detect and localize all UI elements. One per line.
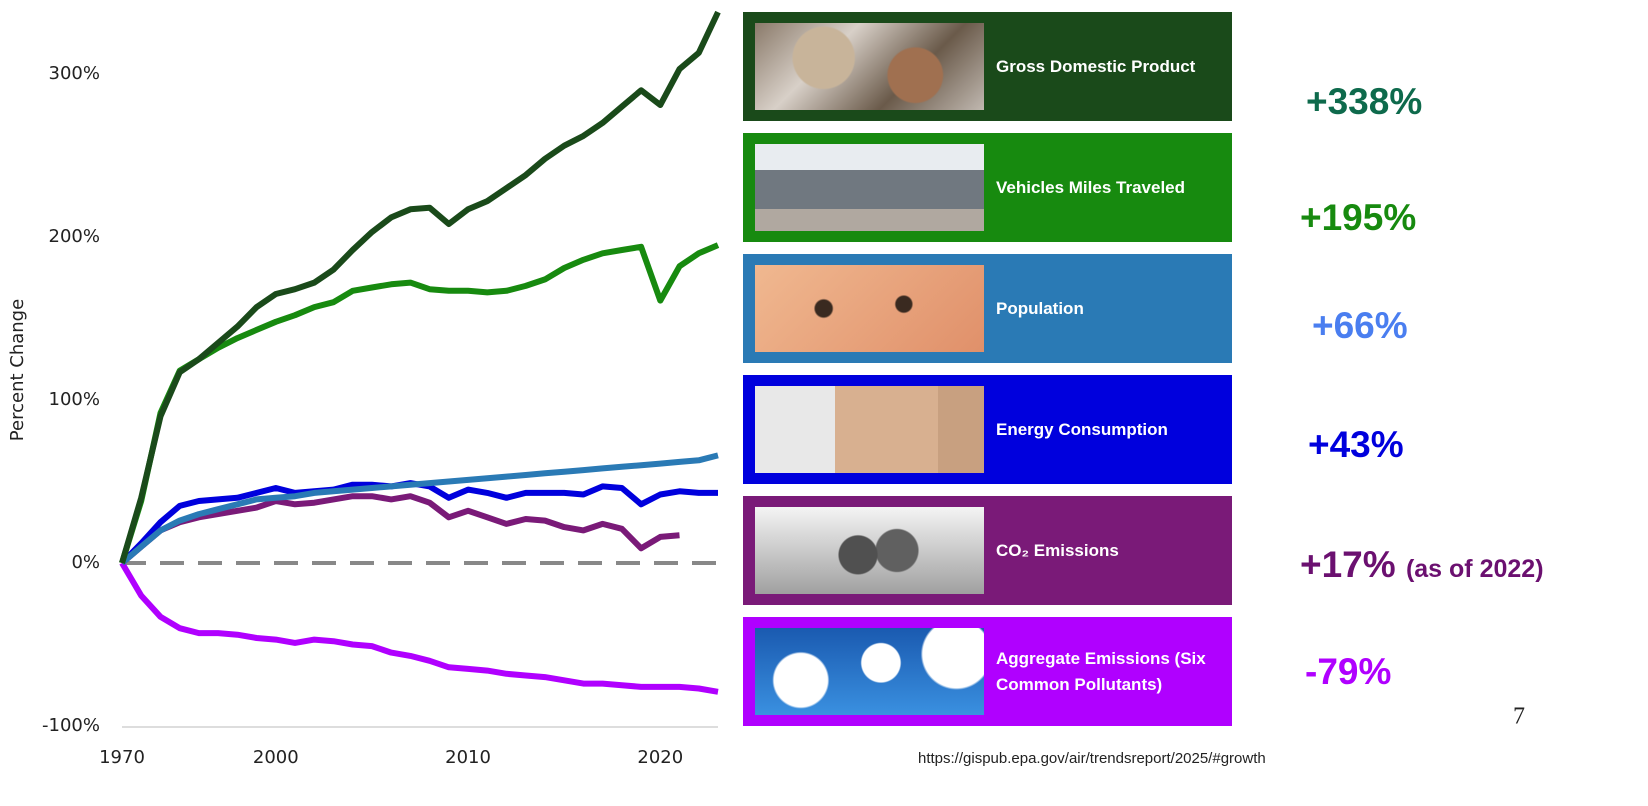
photo <box>755 144 984 231</box>
change-value: -79% <box>1305 651 1392 692</box>
photo <box>755 386 984 473</box>
change-value: +17% <box>1300 544 1396 585</box>
series-line <box>119 242 720 564</box>
change-value: +66% <box>1312 305 1408 346</box>
legend-label: Aggregate Emissions (Six Common Pollutan… <box>996 648 1206 694</box>
y-tick-label: -100% <box>42 715 100 736</box>
legend-label: Gross Domestic Product <box>996 56 1196 76</box>
x-tick-label: 2000 <box>253 747 299 768</box>
legend-box: CO₂ Emissions <box>743 496 1232 605</box>
x-tick-label: 1970 <box>99 747 145 768</box>
legend-label: Energy Consumption <box>996 419 1168 439</box>
change-note: (as of 2022) <box>1405 555 1544 583</box>
photo <box>755 628 984 715</box>
source: https://gispub.epa.gov/air/trendsreport/… <box>918 750 1266 767</box>
change-label: +17% (as of 2022) <box>1300 544 1544 586</box>
legend-box: Population <box>743 254 1232 363</box>
legend-box: Gross Domestic Product <box>743 12 1232 121</box>
series-line <box>120 452 719 566</box>
series-line <box>119 561 719 695</box>
change-value: +338% <box>1306 81 1423 122</box>
legend-label: Vehicles Miles Traveled <box>996 177 1186 197</box>
change-label: +338% <box>1306 81 1422 123</box>
series-line <box>120 493 680 566</box>
legend-box: Energy Consumption <box>743 375 1232 484</box>
change-label: +43% <box>1308 424 1404 466</box>
photo <box>755 23 984 110</box>
change-label: +195% <box>1300 197 1416 239</box>
y-tick-label: 200% <box>49 226 100 247</box>
x-tick-label: 2010 <box>445 747 491 768</box>
page-number: 7 <box>1513 704 1525 730</box>
legend-label: CO₂ Emissions <box>996 540 1119 560</box>
y-tick-label: 0% <box>71 552 100 573</box>
y-axis-label: Percent Change <box>7 299 28 441</box>
photo <box>755 507 984 594</box>
legend-label: Population <box>996 298 1084 318</box>
change-value: +43% <box>1308 424 1404 465</box>
change-label: -79% <box>1305 651 1391 693</box>
photo <box>755 265 984 352</box>
legend-box: Vehicles Miles Traveled <box>743 133 1232 242</box>
series-line <box>119 10 721 564</box>
legend-box: Aggregate Emissions (Six Common Pollutan… <box>743 617 1232 726</box>
y-tick-label: 100% <box>49 389 100 410</box>
series-line <box>119 480 718 566</box>
x-tick-label: 2020 <box>637 747 683 768</box>
change-value: +195% <box>1300 197 1417 238</box>
change-label: +66% <box>1312 305 1408 347</box>
y-tick-label: 300% <box>49 63 100 84</box>
